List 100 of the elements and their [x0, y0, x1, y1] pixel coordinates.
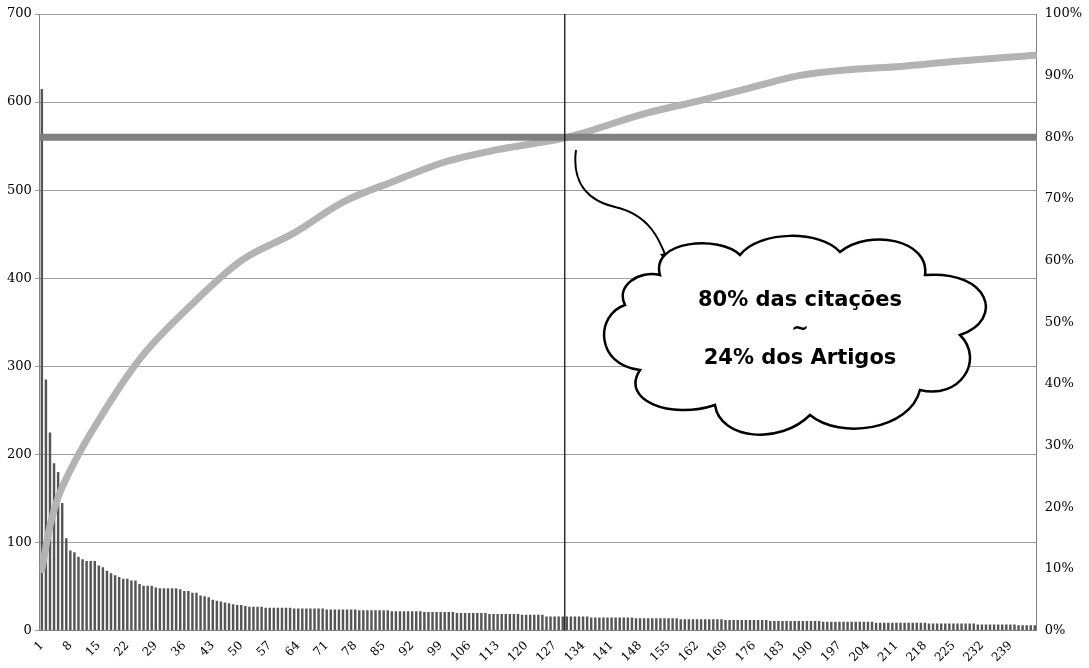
- bar: [655, 618, 658, 631]
- bar: [130, 580, 133, 631]
- y2-tick-label: 80%: [1044, 128, 1074, 144]
- bar: [500, 613, 503, 631]
- bar: [199, 595, 202, 631]
- x-tick-label: 57: [253, 638, 275, 659]
- x-tick-label: 64: [281, 637, 303, 659]
- bar: [207, 597, 210, 631]
- bar: [305, 608, 308, 631]
- bar: [252, 606, 255, 631]
- y-tick-label: 300: [6, 357, 32, 373]
- x-tick-label: 15: [82, 638, 104, 659]
- bar: [769, 620, 772, 631]
- y2-tick-label: 0%: [1044, 622, 1066, 637]
- bar: [895, 622, 898, 631]
- y-tick-label: 200: [6, 445, 32, 461]
- y2-tick-label: 50%: [1044, 313, 1074, 329]
- bar: [321, 608, 324, 631]
- bar: [313, 608, 316, 631]
- bar: [439, 612, 442, 631]
- bar: [960, 623, 963, 631]
- bar: [948, 623, 951, 631]
- bar: [1009, 624, 1012, 631]
- bar: [203, 596, 206, 631]
- bar: [602, 617, 605, 631]
- x-tick-label: 183: [760, 638, 787, 665]
- x-tick-label: 211: [874, 638, 901, 665]
- bar: [541, 614, 544, 631]
- x-tick-label: 78: [338, 638, 360, 659]
- bar: [659, 618, 662, 631]
- annotation: 80% das citações ~ 24% dos Artigos: [696, 286, 904, 371]
- bar: [85, 561, 88, 631]
- bar: [907, 622, 910, 631]
- bar: [362, 610, 365, 631]
- bar: [488, 613, 491, 631]
- bar: [256, 606, 259, 631]
- bar: [773, 620, 776, 631]
- y-tick-label: 600: [6, 93, 32, 109]
- bar: [598, 617, 601, 631]
- bar: [899, 622, 902, 631]
- bar: [142, 585, 145, 631]
- bar: [183, 590, 186, 631]
- bar: [834, 621, 837, 631]
- x-tick-label: 36: [167, 638, 189, 659]
- bar: [195, 592, 198, 631]
- bar: [317, 608, 320, 631]
- bar: [663, 618, 666, 631]
- bar: [728, 620, 731, 631]
- bar: [964, 623, 967, 631]
- bar: [671, 618, 674, 631]
- bar: [423, 612, 426, 631]
- y-tick-label: 0: [23, 622, 32, 637]
- y2-tick-label: 70%: [1044, 190, 1074, 206]
- bar: [781, 620, 784, 631]
- bar: [838, 621, 841, 631]
- bar: [309, 608, 312, 631]
- bar: [846, 621, 849, 631]
- bar: [1021, 625, 1024, 631]
- bar: [89, 561, 92, 631]
- bar: [557, 616, 560, 631]
- y2-tick-label: 100%: [1044, 5, 1083, 21]
- bar: [716, 619, 719, 631]
- x-tick-label: 190: [789, 638, 816, 665]
- bar: [492, 613, 495, 631]
- x-tick-label: 176: [732, 638, 759, 665]
- bar: [720, 619, 723, 631]
- bar: [724, 620, 727, 631]
- x-tick-label: 43: [196, 638, 218, 659]
- bar: [777, 620, 780, 631]
- bar: [264, 607, 267, 631]
- bar: [610, 617, 613, 631]
- bar: [69, 550, 72, 631]
- y-tick-label: 400: [6, 269, 32, 285]
- y-tick-label: 500: [6, 181, 32, 197]
- bar: [366, 610, 369, 631]
- x-tick-label: 113: [475, 638, 502, 665]
- y2-tick-label: 10%: [1044, 560, 1074, 576]
- x-tick-label: 141: [589, 638, 616, 665]
- x-tick-label: 155: [646, 638, 673, 665]
- bar: [244, 605, 247, 631]
- bar: [1017, 625, 1020, 631]
- bar: [545, 616, 548, 631]
- bar: [146, 585, 149, 631]
- bar: [77, 556, 80, 631]
- bar: [675, 618, 678, 631]
- x-tick-label: 148: [618, 638, 645, 665]
- bar: [378, 610, 381, 631]
- bar: [732, 620, 735, 631]
- x-tick-label: 169: [703, 638, 730, 665]
- x-tick-label: 92: [395, 638, 417, 659]
- x-tick-label: 50: [224, 638, 246, 659]
- bar: [126, 578, 129, 631]
- x-tick-label: 99: [424, 638, 445, 659]
- x-tick-label: 8: [59, 638, 75, 654]
- bar: [887, 622, 890, 631]
- bar: [891, 622, 894, 631]
- bar: [1005, 624, 1008, 631]
- y2-tick-label: 40%: [1044, 375, 1074, 391]
- bar: [911, 622, 914, 631]
- bar: [614, 617, 617, 631]
